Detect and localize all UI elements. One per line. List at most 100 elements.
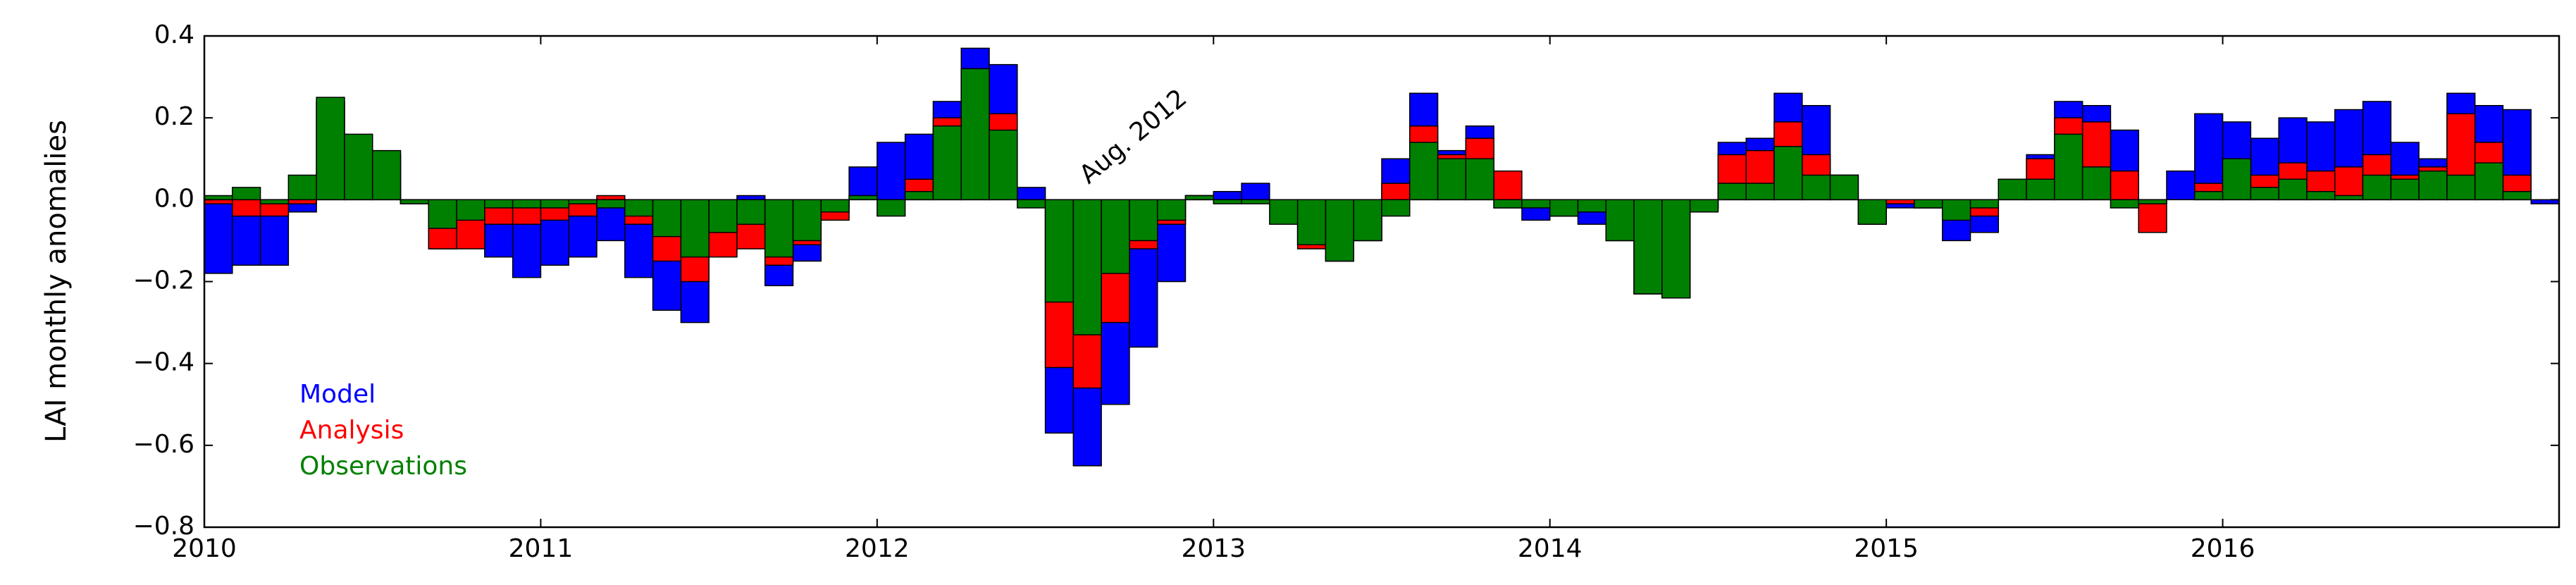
bar	[2081, 166, 2112, 201]
bar	[2222, 158, 2252, 201]
y-tick-label: −0.6	[133, 430, 194, 459]
bar	[484, 199, 514, 209]
bar	[2278, 178, 2308, 201]
y-tick-label: 0.2	[154, 102, 194, 131]
bar	[1213, 199, 1242, 204]
bar	[568, 199, 597, 204]
bars	[204, 47, 2560, 467]
bar	[1717, 183, 1747, 201]
bar	[1353, 199, 1382, 242]
bar	[1381, 183, 1411, 201]
bar	[1296, 199, 1327, 245]
x-tick-label: 2013	[1181, 534, 1246, 563]
bar	[371, 149, 402, 201]
bar	[1521, 199, 1551, 209]
bar	[287, 174, 317, 201]
bar	[1745, 183, 1775, 201]
bar	[932, 125, 962, 201]
y-tick-label: −0.4	[133, 348, 194, 377]
bar	[1998, 178, 2027, 201]
bar	[1633, 199, 1663, 295]
legend-entry: Model	[299, 380, 376, 409]
bar	[1493, 199, 1523, 209]
bar	[2474, 162, 2504, 201]
bar	[1577, 199, 1607, 213]
annotation: Aug. 2012	[1074, 84, 1192, 190]
bar	[624, 199, 654, 217]
x-tick-label: 2010	[172, 534, 237, 563]
bar	[1829, 174, 1859, 201]
bar	[2054, 133, 2083, 201]
bar	[596, 199, 626, 209]
bar	[1213, 190, 1242, 201]
bar	[877, 199, 906, 217]
bar	[764, 199, 794, 258]
plot-frame	[203, 35, 2560, 529]
bar	[792, 199, 822, 242]
y-tick-label: −0.2	[133, 266, 194, 295]
bar	[456, 199, 485, 221]
bar	[904, 190, 934, 201]
bar	[1381, 199, 1411, 217]
x-tick-label: 2015	[1854, 534, 1919, 563]
bar	[2194, 190, 2224, 201]
y-axis-label: LAI monthly anomalies	[40, 120, 73, 443]
bar	[2110, 170, 2139, 201]
bar	[1773, 146, 1803, 201]
bar	[1802, 174, 1831, 201]
bar	[1325, 199, 1354, 262]
bar	[1941, 199, 1971, 221]
bar	[204, 199, 233, 274]
bar	[1689, 199, 1719, 213]
y-tick-label: 0.4	[154, 20, 194, 49]
bar	[1969, 199, 2000, 209]
bar	[1605, 199, 1635, 242]
bar	[1661, 199, 1691, 299]
bar	[2362, 174, 2392, 201]
bar	[2166, 170, 2196, 201]
bar	[2250, 187, 2279, 201]
bar	[1072, 199, 1102, 335]
bar	[540, 199, 569, 209]
bar	[1129, 199, 1158, 242]
bar	[1549, 199, 1579, 217]
bar	[1184, 195, 1215, 201]
bar	[2334, 195, 2364, 201]
bar	[736, 195, 766, 201]
bar	[736, 199, 766, 225]
bar	[2110, 199, 2139, 209]
bar	[820, 199, 850, 213]
bar	[1857, 199, 1887, 225]
bar	[877, 142, 906, 201]
x-tick-label: 2011	[509, 534, 574, 563]
bar	[2446, 174, 2476, 201]
bar	[1101, 199, 1130, 274]
x-tick-label: 2014	[1518, 534, 1583, 563]
bar	[2026, 178, 2055, 201]
bar	[400, 199, 430, 204]
bar	[848, 166, 878, 201]
bar	[1269, 199, 1299, 225]
bar	[1241, 183, 1270, 201]
bar	[1044, 199, 1075, 303]
bar	[848, 195, 878, 201]
bar	[708, 199, 738, 233]
y-tick-label: −0.8	[133, 512, 194, 541]
bar	[1914, 199, 1943, 209]
bar	[316, 97, 345, 201]
bar	[596, 195, 626, 201]
bar	[2390, 178, 2420, 201]
bar	[1409, 142, 1439, 201]
bar	[1437, 158, 1467, 201]
bar	[2138, 199, 2167, 233]
bar	[1493, 170, 1523, 201]
bar	[1156, 199, 1187, 221]
bar	[259, 199, 290, 204]
x-tick-label: 2016	[2191, 534, 2255, 563]
bar	[287, 199, 317, 204]
bar	[2418, 170, 2448, 201]
bar	[960, 68, 990, 201]
bar	[1017, 187, 1046, 201]
bar	[989, 129, 1018, 201]
bar	[2138, 199, 2167, 204]
